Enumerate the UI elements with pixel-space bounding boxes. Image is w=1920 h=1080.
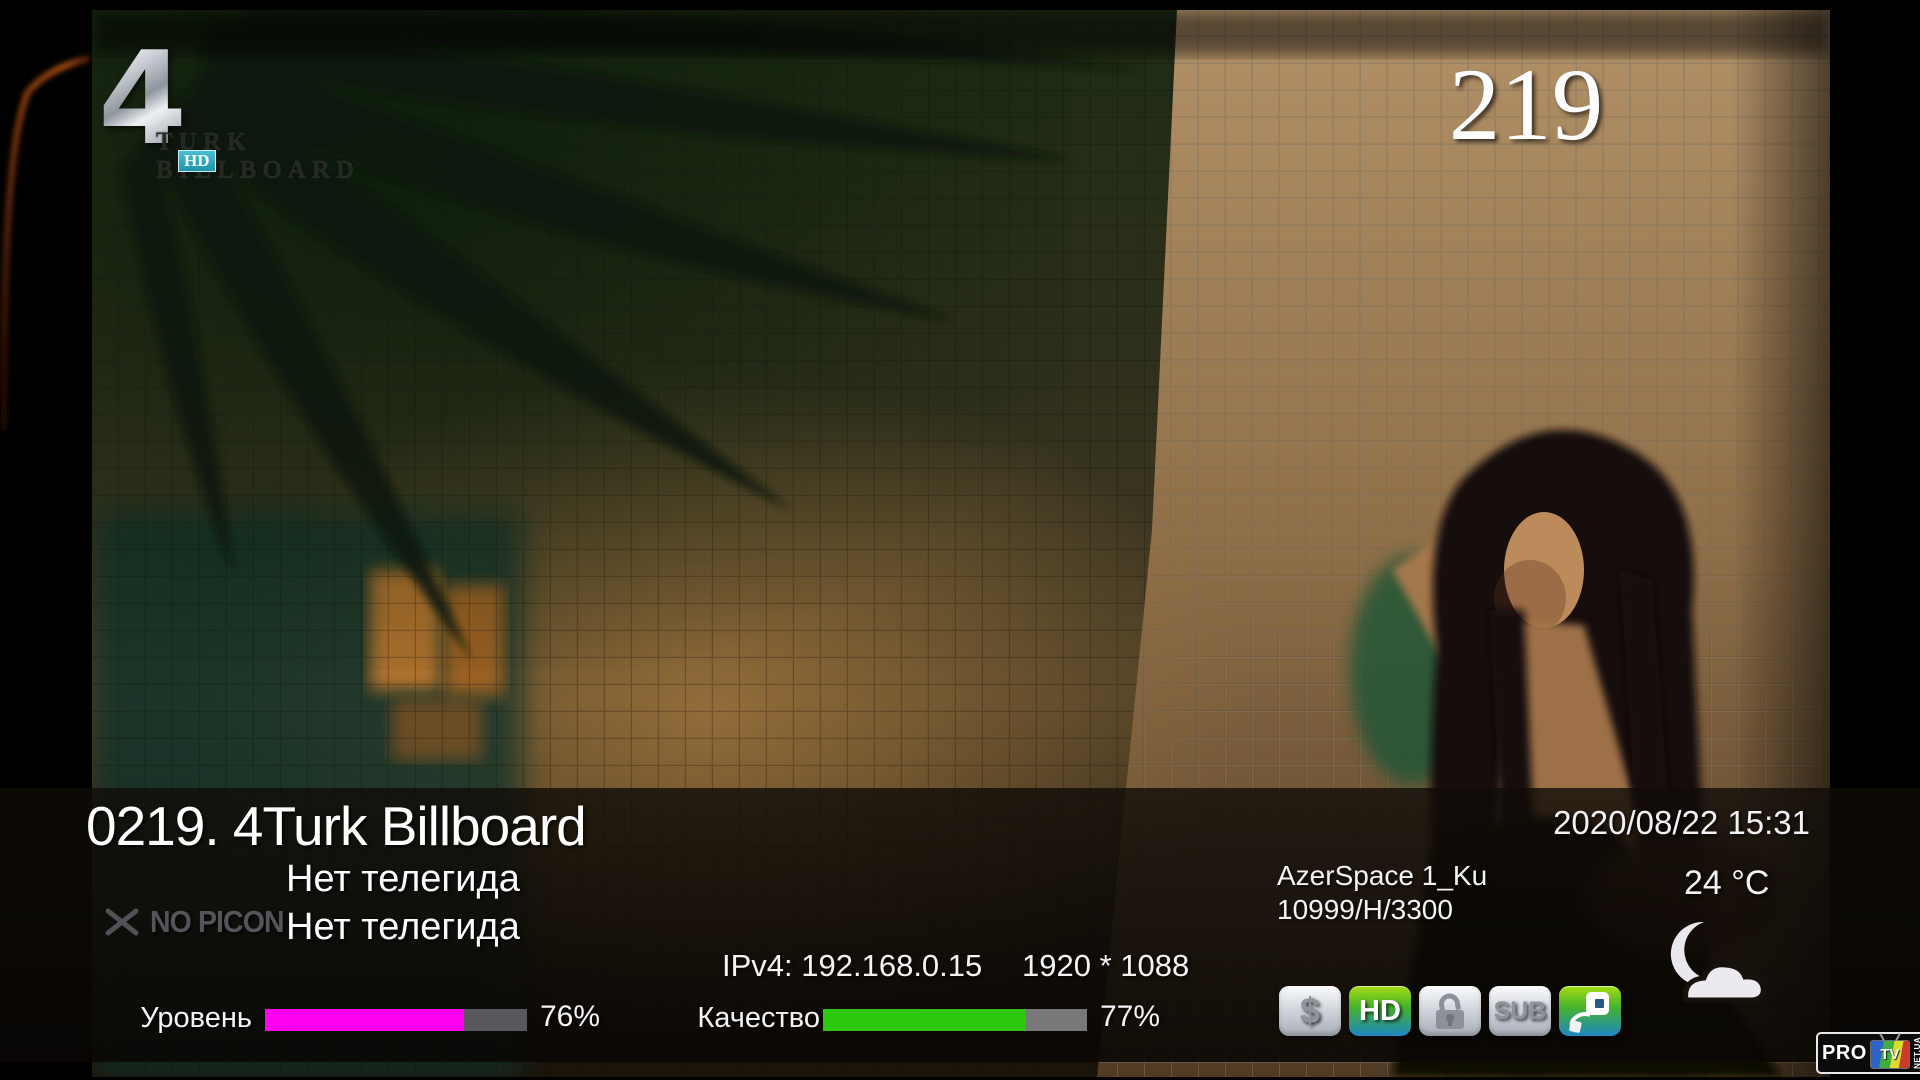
datetime: 2020/08/22 15:31 <box>1553 804 1810 841</box>
quality-label: Качество <box>697 1002 820 1034</box>
channel-number: 219 <box>1448 48 1604 162</box>
signal-level-percent: 76% <box>540 1000 601 1033</box>
hd-label: HD <box>1359 994 1401 1027</box>
satellite-name: AzerSpace 1_Ku <box>1277 860 1488 891</box>
moon-cloud-icon <box>1670 921 1766 1003</box>
plug-icon <box>1569 992 1609 1033</box>
bezel-reflection-arc <box>0 55 91 431</box>
quality-fill <box>823 1009 1027 1031</box>
ipv4-address: IPv4: 192.168.0.15 <box>722 948 983 983</box>
epg-next: Нет телегида <box>286 906 520 948</box>
sub-label: SUB <box>1493 996 1547 1025</box>
protv-tv-text: TV <box>1880 1046 1900 1063</box>
temperature: 24 °C <box>1684 864 1770 902</box>
protv-tv-icon: TV <box>1869 1032 1910 1069</box>
protv-watermark: PRO TV NET.UA <box>1816 1032 1920 1074</box>
epg-now: Нет телегида <box>286 858 520 900</box>
flag-subtitles: SUB <box>1489 986 1551 1036</box>
flag-card <box>1559 986 1621 1036</box>
quality-bar <box>823 1009 1087 1031</box>
flag-paytv: $ <box>1279 986 1341 1036</box>
protv-netua-text: NET.UA <box>1912 1037 1920 1069</box>
transponder-info: 10999/H/3300 <box>1277 894 1453 925</box>
info-bar: 0219. 4Turk Billboard 2020/08/22 15:31 N… <box>0 788 1920 1062</box>
flag-hd: HD <box>1349 986 1411 1036</box>
channel-name: 0219. 4Turk Billboard <box>86 795 587 857</box>
signal-level-fill <box>265 1009 465 1031</box>
protv-pro-text: PRO <box>1822 1041 1867 1064</box>
antenna-icon <box>1879 1032 1885 1042</box>
paytv-label: $ <box>1299 990 1321 1031</box>
channel-logo-hd-badge: HD <box>178 150 216 172</box>
flag-lock <box>1419 986 1481 1036</box>
x-icon <box>105 908 139 936</box>
signal-level-bar <box>265 1009 527 1031</box>
video-resolution: 1920 * 1088 <box>1022 948 1190 983</box>
no-picon: NO PICON <box>104 904 295 940</box>
channel-logo-4: 4 <box>98 25 188 174</box>
no-picon-label: NO PICON <box>150 904 285 939</box>
signal-level-label: Уровень <box>140 1002 252 1034</box>
lock-icon <box>1436 993 1464 1029</box>
status-flags: $ HD SUB <box>1279 986 1621 1036</box>
channel-logo: 4 TURK BILLBOARD HD <box>98 36 398 188</box>
antenna-icon <box>1895 1032 1901 1042</box>
quality-percent: 77% <box>1100 1000 1161 1033</box>
